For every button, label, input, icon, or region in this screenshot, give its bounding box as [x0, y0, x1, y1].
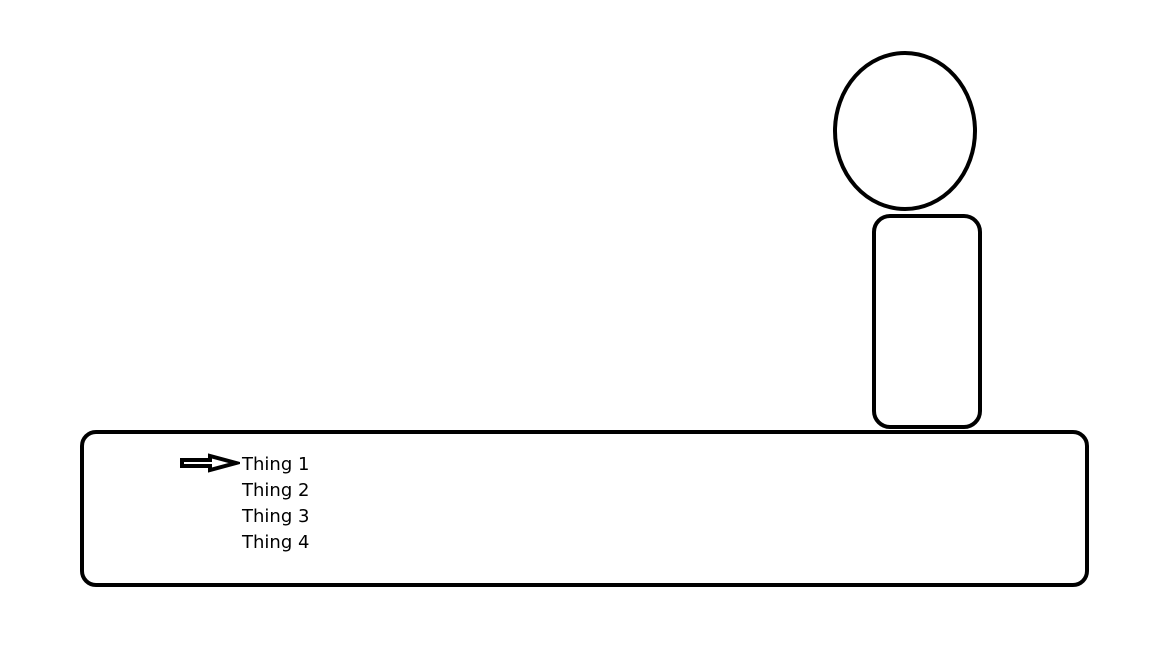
menu-item-thing-2[interactable]: Thing 2 — [242, 480, 310, 501]
character — [833, 51, 982, 429]
menu-panel: Thing 1 Thing 2 Thing 3 Thing 4 — [80, 430, 1089, 587]
menu-list: Thing 1 Thing 2 Thing 3 Thing 4 — [242, 452, 309, 556]
arrow-right-icon — [180, 453, 240, 473]
menu-item-thing-4[interactable]: Thing 4 — [242, 532, 310, 553]
character-head — [833, 51, 977, 211]
menu-item-thing-3[interactable]: Thing 3 — [242, 506, 310, 527]
character-body — [872, 214, 982, 429]
menu-item-thing-1[interactable]: Thing 1 — [242, 454, 310, 475]
